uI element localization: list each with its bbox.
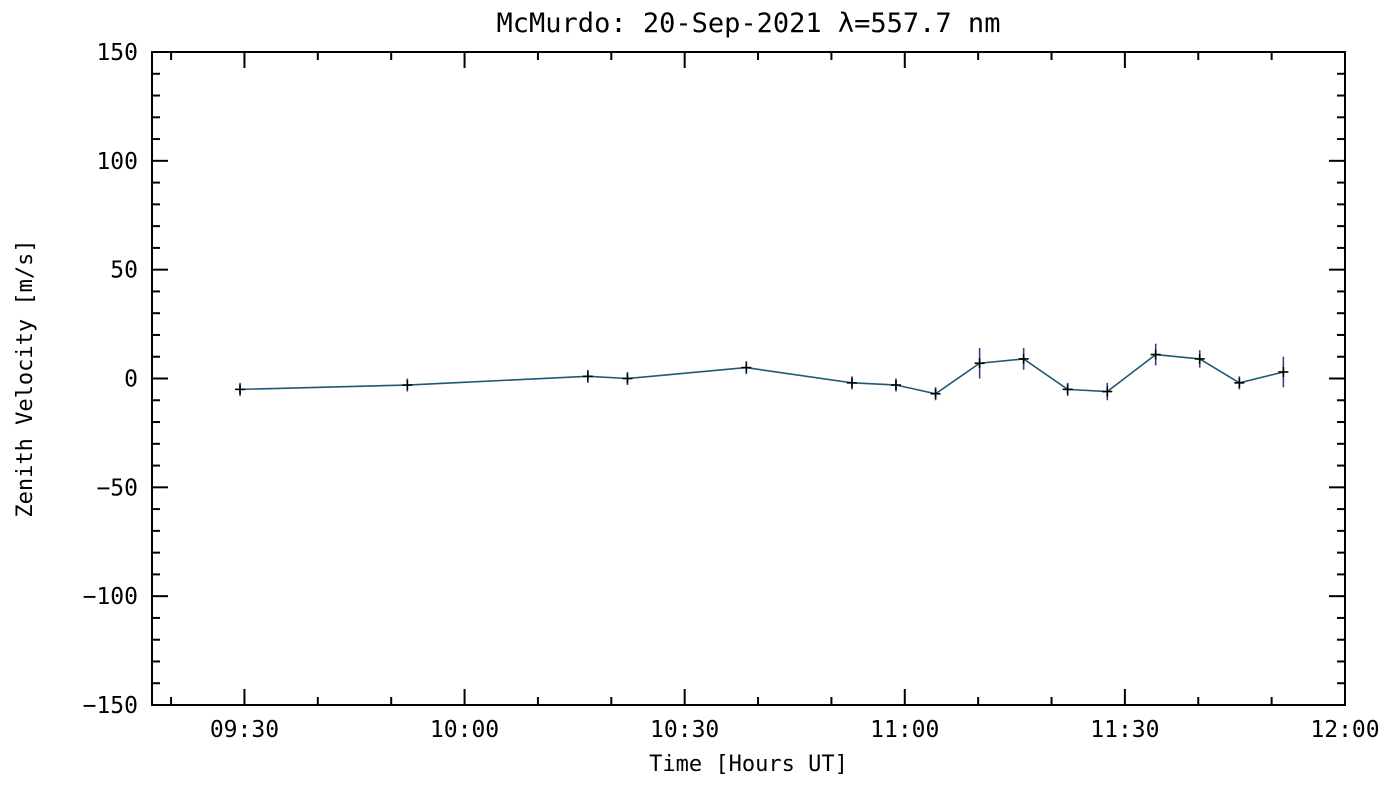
data-point-marker (974, 358, 985, 369)
plot-frame (151, 51, 1346, 706)
x-tick-label: 09:30 (210, 717, 279, 743)
data-line (240, 353, 1284, 395)
x-tick-label: 11:30 (1090, 717, 1159, 743)
y-tick-label: 0 (124, 367, 138, 393)
data-point-marker (890, 380, 901, 391)
data-point-marker (1150, 349, 1161, 360)
x-tick-label: 11:00 (870, 717, 939, 743)
data-point-marker (1194, 353, 1205, 364)
data-markers (235, 349, 1289, 399)
data-point-marker (1102, 386, 1113, 397)
x-axis-label: Time [Hours UT] (649, 752, 848, 777)
data-point-marker (930, 388, 941, 399)
y-tick-label: 100 (96, 149, 138, 175)
data-point-marker (741, 362, 752, 373)
data-point-marker (1062, 384, 1073, 395)
y-tick-label: −100 (83, 584, 138, 610)
data-point-marker (1018, 353, 1029, 364)
y-tick-label: 50 (110, 258, 138, 284)
data-point-marker (1278, 366, 1289, 377)
data-point-marker (622, 373, 633, 384)
chart-title: McMurdo: 20-Sep-2021 λ=557.7 nm (497, 8, 1001, 39)
data-point-marker (582, 371, 593, 382)
x-tick-label: 12:00 (1310, 717, 1379, 743)
x-tick-label: 10:00 (430, 717, 499, 743)
data-point-marker (846, 377, 857, 388)
y-tick-label: −150 (83, 693, 138, 719)
data-series (240, 353, 1284, 395)
data-point-marker (235, 384, 246, 395)
data-point-marker (402, 380, 413, 391)
data-point-marker (1234, 377, 1245, 388)
x-tick-label: 10:30 (650, 717, 719, 743)
y-tick-label: −50 (96, 475, 138, 501)
y-tick-label: 150 (96, 40, 138, 66)
y-axis-label: Zenith Velocity [m/s] (13, 239, 38, 517)
